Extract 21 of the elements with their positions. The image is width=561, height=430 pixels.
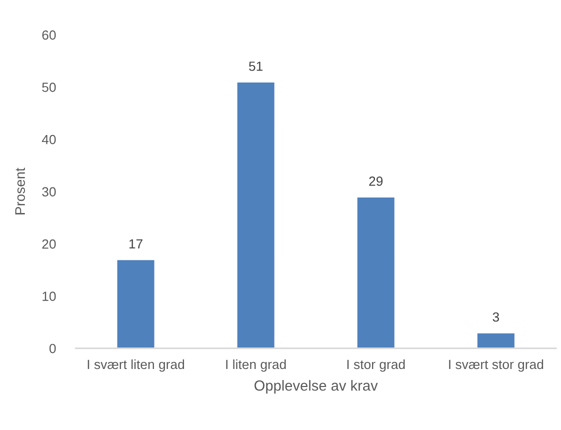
bar	[236, 81, 276, 348]
x-tick-label: I svært liten grad	[88, 359, 184, 372]
y-tick-label: 60	[42, 30, 56, 40]
x-tick-label: I stor grad	[347, 359, 405, 372]
data-label: 17	[129, 239, 142, 248]
y-tick-label: 40	[42, 134, 56, 144]
y-axis-title: Prosent	[15, 168, 25, 214]
x-tick-label: I liten grad	[226, 359, 286, 372]
bar	[356, 196, 396, 348]
y-tick-label: 50	[42, 82, 56, 92]
y-tick-label: 0	[49, 344, 56, 354]
x-tick-label: I svært stor grad	[449, 359, 544, 372]
y-tick-label: 10	[42, 292, 56, 301]
y-tick-label: 30	[42, 187, 56, 196]
y-tick-label: 20	[42, 239, 56, 249]
data-label: 3	[492, 312, 500, 322]
data-label: 51	[249, 62, 263, 71]
bar	[476, 332, 516, 348]
data-label: 29	[369, 176, 383, 186]
x-axis-title: Opplevelse av krav	[254, 380, 378, 394]
bar	[116, 258, 156, 348]
